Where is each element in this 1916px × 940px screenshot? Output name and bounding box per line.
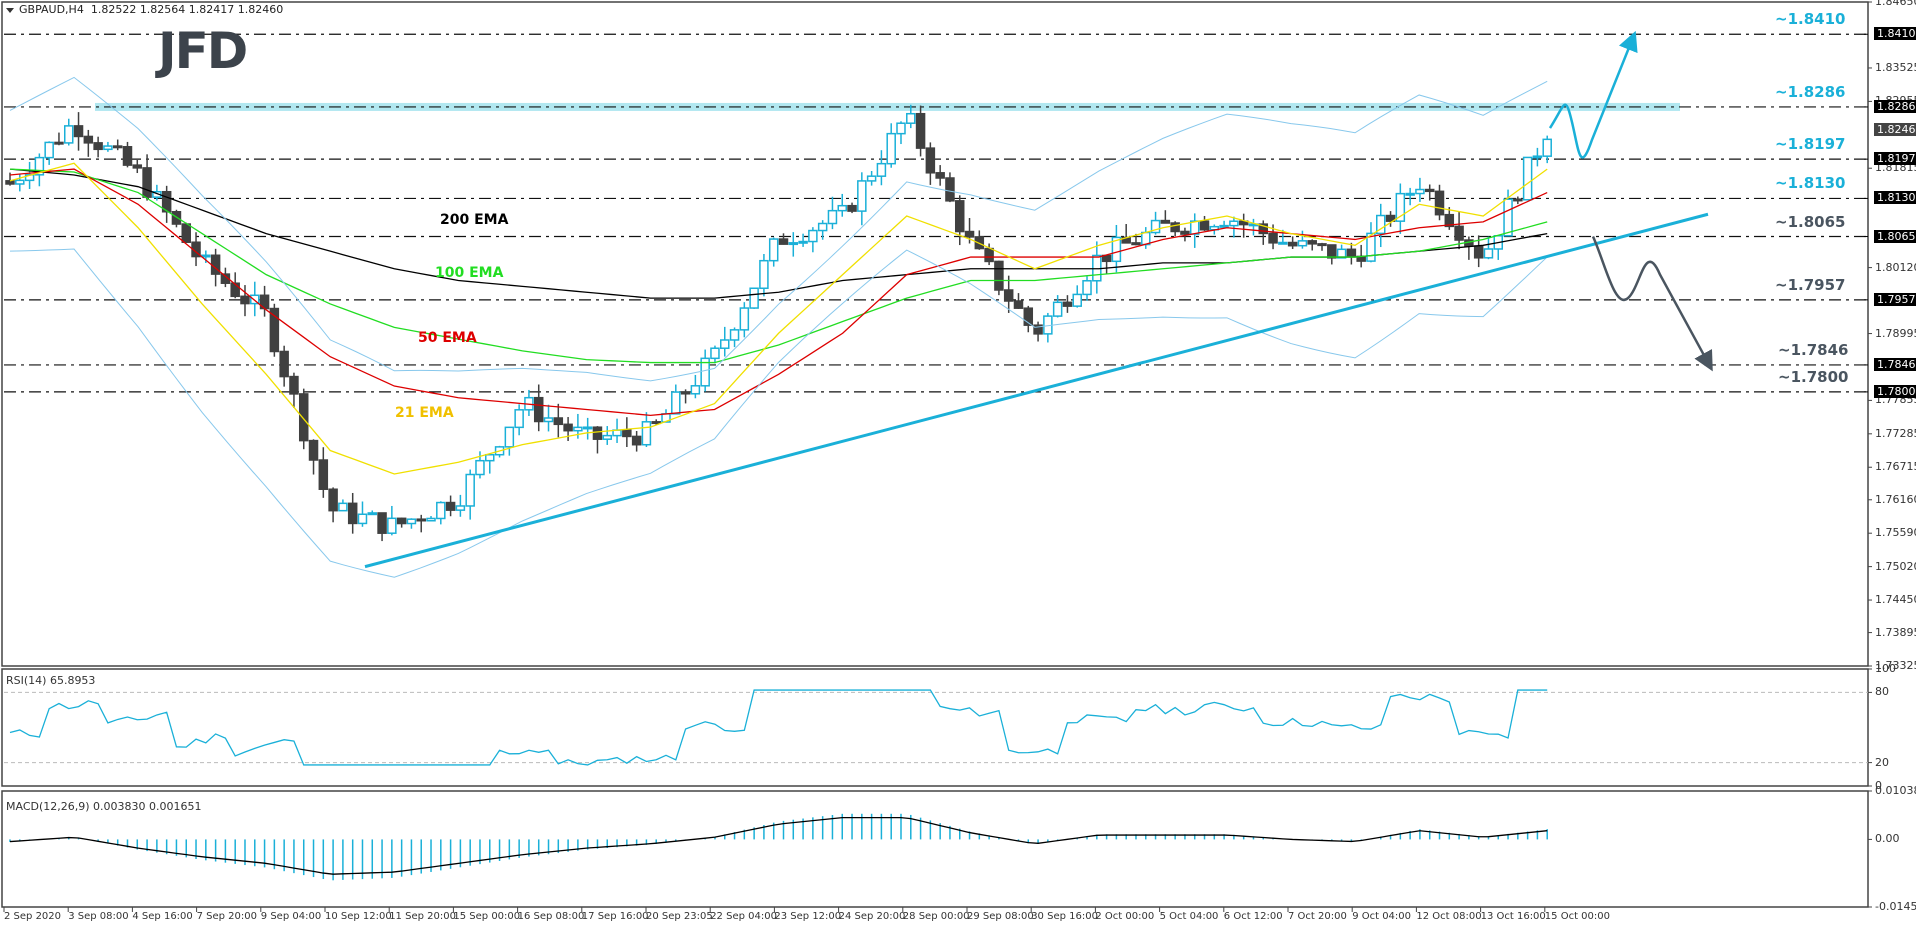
price-axis-tick: 1.73895 — [1875, 625, 1916, 639]
time-axis-tick: 9 Sep 04:00 — [260, 911, 322, 922]
time-axis-tick: 23 Sep 12:00 — [774, 911, 842, 922]
price-tag: 1.81970 — [1874, 152, 1916, 166]
rsi-line — [9, 689, 1548, 766]
candles — [5, 104, 1552, 542]
ema-label: 21 EMA — [395, 405, 454, 421]
time-axis-tick: 12 Oct 08:00 — [1416, 911, 1482, 922]
rising-trendline[interactable] — [364, 212, 1709, 569]
price-axis-tick: 1.84650 — [1875, 0, 1916, 8]
price-axis-tick: 1.75020 — [1875, 559, 1916, 573]
time-axis-tick: 30 Sep 16:00 — [1031, 911, 1098, 922]
main-panel-border — [1, 1, 1869, 667]
level-label: ~1.8065 — [1775, 212, 1846, 231]
price-axis-tick: 1.78995 — [1875, 326, 1916, 340]
time-axis-tick: 29 Sep 08:00 — [967, 911, 1034, 922]
current-price-tag: 1.82460 — [1874, 123, 1916, 137]
ema-label: 50 EMA — [418, 330, 477, 346]
bollinger-lower-line — [9, 248, 1548, 578]
price-tag: 1.78460 — [1874, 357, 1916, 371]
ema-label: 200 EMA — [440, 212, 509, 228]
macd-axis-tick: 0.00 — [1875, 832, 1900, 846]
symbol-label: GBPAUD,H4 — [19, 3, 84, 16]
time-axis-tick: 3 Sep 08:00 — [68, 911, 129, 922]
jfd-logo: JFD — [158, 22, 248, 80]
time-axis-tick: 22 Sep 04:00 — [710, 911, 777, 922]
rsi-axis-tick: 80 — [1875, 685, 1889, 699]
price-tag: 1.78000 — [1874, 384, 1916, 398]
time-axis-tick: 7 Sep 20:00 — [196, 911, 257, 922]
price-axis-tick: 1.75590 — [1875, 526, 1916, 540]
time-axis-tick: 11 Sep 20:00 — [389, 911, 456, 922]
price-axis-tick: 1.74450 — [1875, 593, 1916, 607]
21-ema-line — [9, 162, 1548, 475]
time-axis-tick: 7 Oct 20:00 — [1288, 911, 1347, 922]
ohlc-values: 1.82522 1.82564 1.82417 1.82460 — [90, 3, 284, 16]
time-axis-tick: 2 Sep 2020 — [4, 911, 62, 922]
time-axis-tick: 15 Sep 00:00 — [453, 911, 521, 922]
bullish-scenario-arrow — [1548, 30, 1638, 159]
price-tag: 1.84100 — [1874, 27, 1916, 41]
ema-label: 100 EMA — [435, 265, 504, 281]
level-label: ~1.8410 — [1775, 10, 1846, 29]
100-ema-line — [9, 168, 1548, 364]
level-label: ~1.8286 — [1775, 82, 1846, 101]
rsi-axis-tick: 0 — [1875, 779, 1882, 792]
price-axis-tick: 1.76715 — [1875, 460, 1916, 474]
time-axis-tick: 24 Sep 20:00 — [838, 911, 906, 922]
time-axis-tick: 16 Sep 08:00 — [517, 911, 585, 922]
price-tag: 1.79570 — [1874, 292, 1916, 306]
rsi-axis-tick: 100 — [1875, 662, 1896, 675]
rsi-panel-border — [1, 668, 1869, 787]
time-axis-tick: 5 Oct 04:00 — [1159, 911, 1219, 922]
time-axis-tick: 13 Oct 16:00 — [1480, 911, 1546, 922]
level-label: ~1.8130 — [1775, 174, 1846, 193]
level-label: ~1.7800 — [1778, 367, 1849, 386]
macd-axis-tick: -0.014506 — [1875, 900, 1916, 913]
time-axis-tick: 15 Oct 00:00 — [1544, 911, 1610, 922]
level-label: ~1.7957 — [1775, 275, 1846, 294]
price-axis-tick: 1.73325 — [1875, 659, 1916, 672]
time-axis-tick: 10 Sep 12:00 — [325, 911, 392, 922]
price-axis-tick: 1.77285 — [1875, 426, 1916, 440]
symbol-header: GBPAUD,H4 1.82522 1.82564 1.82417 1.8246… — [6, 3, 283, 16]
time-axis-tick: 17 Sep 16:00 — [581, 911, 649, 922]
bollinger-upper-line — [9, 76, 1548, 382]
rsi-label: RSI(14) 65.8953 — [6, 674, 96, 687]
dropdown-arrow-icon[interactable] — [6, 7, 14, 13]
macd-axis-tick: 0.010387 — [1875, 784, 1916, 797]
price-axis-tick: 1.83525 — [1875, 60, 1916, 74]
time-axis-tick: 4 Sep 16:00 — [132, 911, 193, 922]
time-axis-tick: 28 Sep 00:00 — [902, 911, 970, 922]
level-label: ~1.7846 — [1778, 340, 1849, 359]
macd-label: MACD(12,26,9) 0.003830 0.001651 — [6, 800, 202, 813]
price-axis-tick: 1.76160 — [1875, 492, 1916, 506]
time-axis-tick: 20 Sep 23:05 — [646, 911, 713, 922]
price-tag: 1.80650 — [1874, 229, 1916, 243]
time-axis-tick: 6 Oct 12:00 — [1223, 911, 1283, 922]
rsi-axis-tick: 20 — [1875, 755, 1889, 769]
price-tag: 1.82860 — [1874, 99, 1916, 113]
price-tag: 1.81300 — [1874, 191, 1916, 205]
macd-signal-line — [9, 816, 1548, 875]
price-axis-tick: 1.80120 — [1875, 260, 1916, 274]
level-label: ~1.8197 — [1775, 135, 1846, 154]
200-ema-line — [9, 168, 1548, 299]
time-axis-tick: 9 Oct 04:00 — [1352, 911, 1412, 922]
bearish-scenario-arrow — [1591, 236, 1713, 372]
macd-panel-border — [1, 790, 1869, 908]
time-axis-tick: 2 Oct 00:00 — [1095, 911, 1155, 922]
